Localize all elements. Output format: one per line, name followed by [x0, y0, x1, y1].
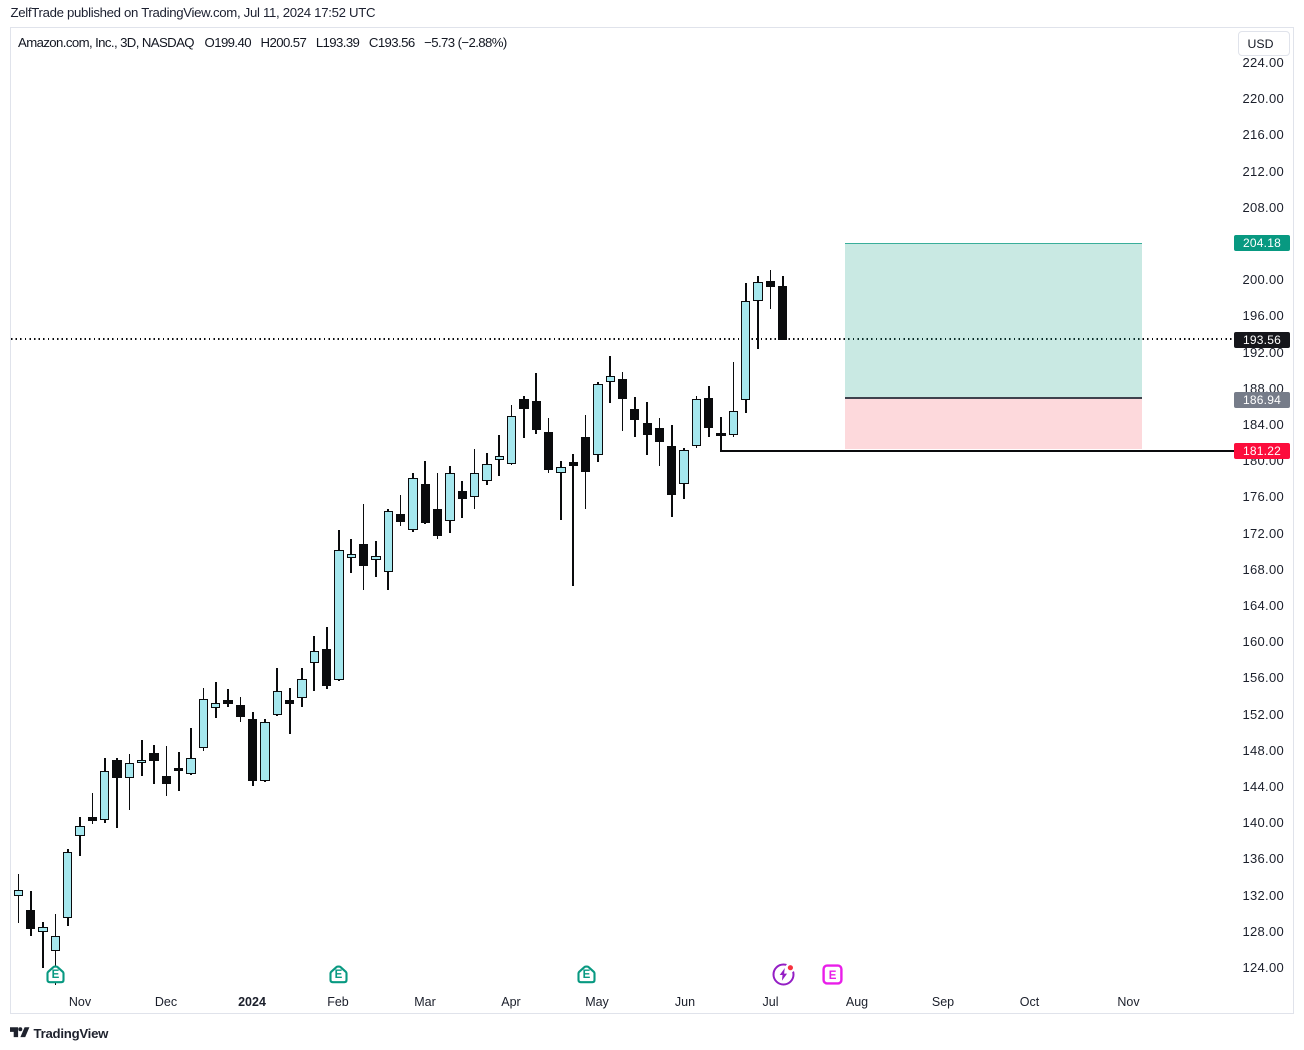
svg-text:E: E — [582, 969, 590, 981]
svg-text:E: E — [52, 969, 60, 981]
svg-text:E: E — [829, 969, 837, 981]
svg-text:E: E — [335, 969, 343, 981]
